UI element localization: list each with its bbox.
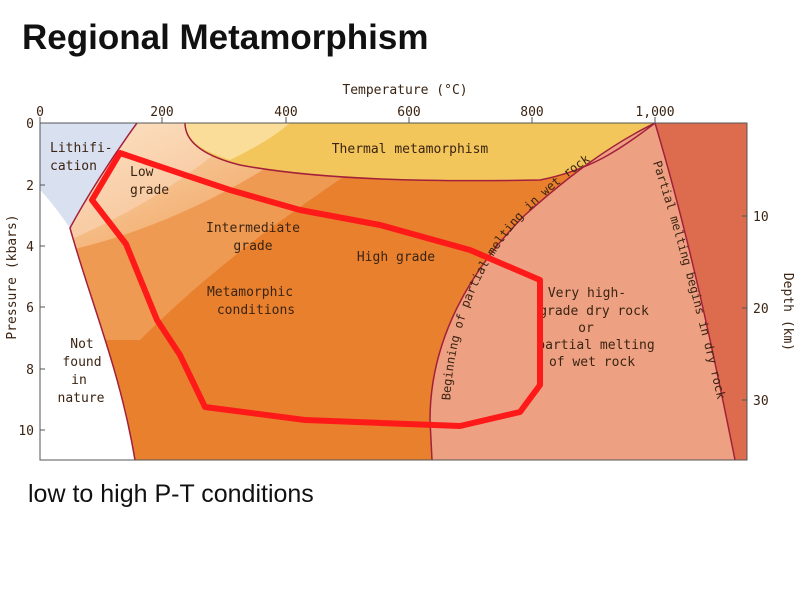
left-tick-label: 6 (26, 301, 34, 316)
left-axis: 0 2 4 6 8 10 Pressure (kbars) (5, 117, 45, 439)
low-grade-label: grade (130, 183, 169, 198)
left-tick-label: 4 (26, 240, 34, 255)
slide-caption: low to high P-T conditions (28, 480, 314, 508)
depth-axis-label: Depth (km) (780, 273, 795, 351)
temperature-axis-label: Temperature (°C) (342, 83, 467, 98)
slide-title: Regional Metamorphism (22, 18, 429, 57)
top-tick-label: 600 (397, 105, 420, 120)
left-tick-label: 8 (26, 363, 34, 378)
boundary-line (654, 123, 736, 460)
top-tick-label: 400 (274, 105, 297, 120)
intermediate-label: Intermediate (206, 221, 300, 236)
boundary-line (429, 123, 656, 460)
very-high-grade-label: or (578, 321, 594, 336)
not-found-label: Not (70, 337, 93, 352)
very-high-grade-label: Very high- (548, 286, 626, 301)
very-high-grade-label: of wet rock (549, 355, 635, 370)
very-high-grade-zone (430, 123, 747, 460)
top-tick-label: 200 (150, 105, 173, 120)
right-axis: 10 20 30 Depth (km) (742, 210, 795, 409)
top-tick-label: 0 (36, 105, 44, 120)
very-high-grade-label: partial melting (537, 338, 654, 353)
boundary-line (69, 123, 138, 460)
right-tick-label: 20 (753, 302, 769, 317)
left-tick-label: 0 (26, 117, 34, 132)
top-tick-label: 1,000 (635, 105, 674, 120)
low-grade-label: Low (130, 165, 154, 180)
right-tick-label: 30 (753, 394, 769, 409)
left-tick-label: 2 (26, 179, 34, 194)
high-grade-label: High grade (357, 250, 435, 265)
top-axis: 0 200 400 600 800 1,000 Temperature (°C) (36, 83, 675, 123)
thermal-label: Thermal metamorphism (332, 142, 489, 157)
intermediate-label: grade (233, 239, 272, 254)
right-tick-label: 10 (753, 210, 769, 225)
boundary-line (184, 123, 656, 182)
top-tick-label: 800 (520, 105, 543, 120)
lithification-label: cation (50, 159, 97, 174)
plot-frame (39, 122, 748, 461)
not-found-label: found (62, 355, 101, 370)
metamorphic-conditions-label: Metamorphic (207, 285, 293, 300)
regional-metamorphism-outline (89, 150, 543, 429)
metamorphic-conditions-label: conditions (217, 303, 295, 318)
not-found-label: in (71, 373, 87, 388)
very-high-grade-label: grade dry rock (539, 304, 649, 319)
thermal-zone (185, 123, 655, 181)
left-tick-label: 10 (18, 424, 34, 439)
lithification-zone (40, 123, 137, 228)
pressure-axis-label: Pressure (kbars) (5, 214, 20, 339)
lithification-label: Lithifi- (50, 141, 113, 156)
thermal-glow (185, 123, 290, 160)
dry-rock-zone (655, 123, 747, 460)
not-found-label: nature (58, 391, 105, 406)
